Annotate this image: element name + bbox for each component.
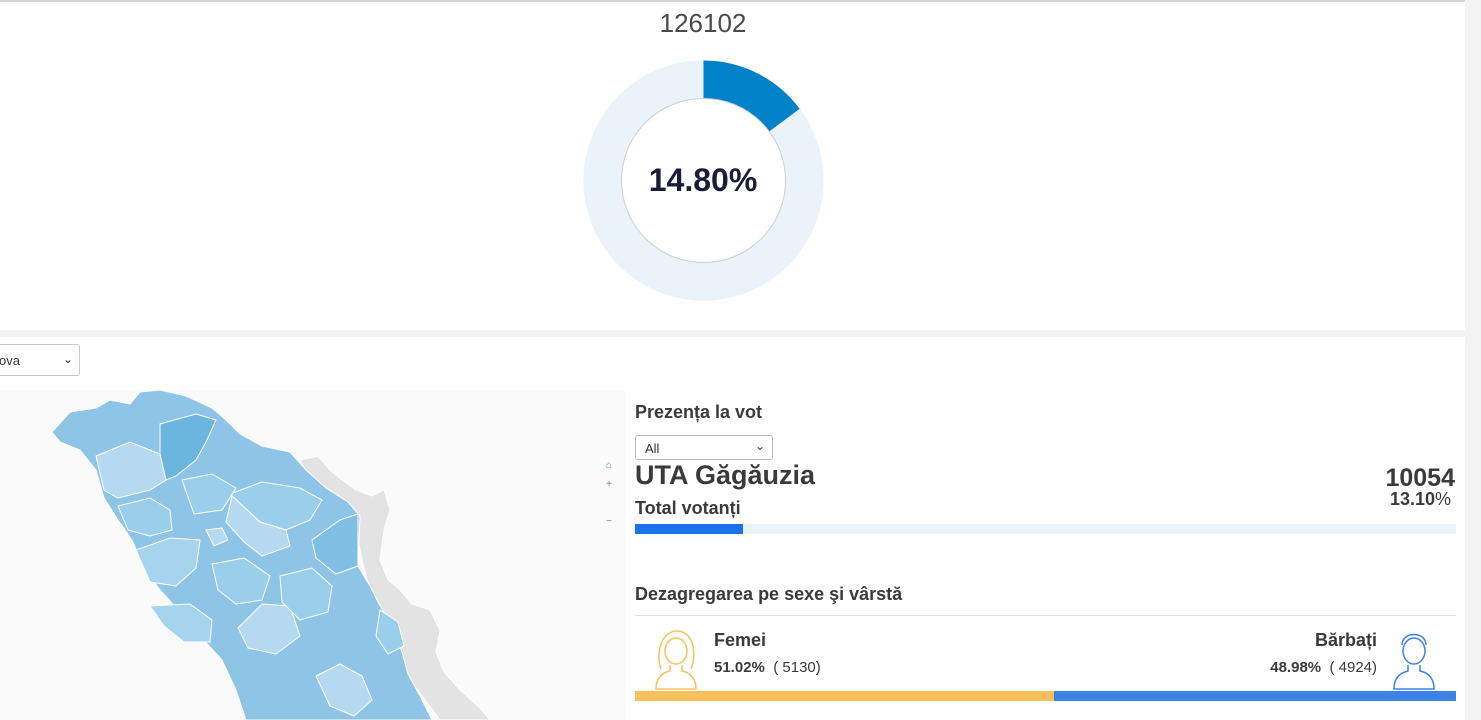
turnout-panel: Prezența la vot All ⌄ UTA Găgăuzia 10054…: [635, 337, 1457, 720]
map-svg[interactable]: [0, 390, 625, 720]
male-icon: [1393, 633, 1435, 690]
map-region[interactable]: [311, 513, 359, 575]
map-region[interactable]: [149, 603, 213, 643]
map-region[interactable]: [181, 473, 237, 515]
map-region[interactable]: [375, 609, 405, 655]
region-dropdown-value: ova: [0, 353, 20, 368]
map-region[interactable]: [211, 557, 271, 605]
region-votes-percent-value: 13.10: [1389, 489, 1435, 509]
map-region[interactable]: [95, 441, 167, 499]
gender-split-female: [635, 691, 1054, 701]
region-votes-count: 10054: [1385, 464, 1455, 492]
section-title: Dezagregarea pe sexe şi vârstă: [635, 584, 903, 604]
zoom-out-icon[interactable]: −: [606, 516, 612, 527]
map-region[interactable]: [135, 537, 201, 587]
map-zoom-controls: ⌂ + −: [604, 456, 614, 531]
chevron-down-icon: ⌄: [754, 439, 765, 453]
region-dropdown[interactable]: ova ⌄: [0, 344, 80, 376]
female-label: Femei: [714, 630, 767, 650]
total-voters-count: 126102: [659, 8, 747, 38]
map-region[interactable]: [159, 413, 217, 481]
male-stats: 48.98% ( 4924): [1270, 659, 1377, 676]
male-count: ( 4924): [1329, 659, 1377, 676]
filter-dropdown-value: All: [645, 441, 660, 456]
female-icon: [655, 630, 697, 690]
map-region[interactable]: [205, 527, 229, 547]
map-region[interactable]: [225, 495, 291, 557]
turnout-percent: 14.80%: [648, 162, 758, 198]
female-stats: 51.02% ( 5130): [714, 659, 821, 676]
region-name: UTA Găgăuzia: [635, 460, 816, 490]
home-icon[interactable]: ⌂: [605, 460, 613, 471]
regional-card: ova ⌄: [0, 337, 1465, 720]
chevron-down-icon: ⌄: [62, 352, 73, 366]
filter-dropdown[interactable]: All ⌄: [635, 435, 773, 460]
turnout-card: 126102 14.80%: [0, 0, 1465, 330]
turnout-progress-bar: [635, 524, 1456, 534]
map-region[interactable]: [117, 497, 173, 537]
region-votes-percent: 13.10%: [1390, 489, 1451, 510]
panel-title: Prezența la vot: [635, 402, 763, 422]
gender-split-bar: [635, 691, 1456, 701]
map-region[interactable]: [315, 663, 373, 717]
map-region[interactable]: [279, 567, 333, 621]
turnout-donut-chart: [583, 60, 824, 301]
female-count: ( 5130): [773, 659, 821, 676]
total-voters-label: Total votanți: [635, 498, 741, 518]
map-region-gray[interactable]: [299, 455, 491, 720]
moldova-map[interactable]: ⌂ + −: [0, 390, 625, 720]
male-label: Bărbați: [1314, 630, 1377, 650]
female-percent: 51.02%: [714, 659, 765, 676]
zoom-in-icon[interactable]: +: [606, 479, 612, 490]
donut-arc: [702, 60, 800, 132]
donut-inner-ring: [621, 98, 786, 263]
turnout-progress-fill: [635, 524, 743, 534]
male-percent: 48.98%: [1270, 659, 1322, 676]
divider: [635, 615, 1456, 616]
map-region[interactable]: [237, 603, 301, 655]
percent-sign: %: [1434, 489, 1451, 509]
